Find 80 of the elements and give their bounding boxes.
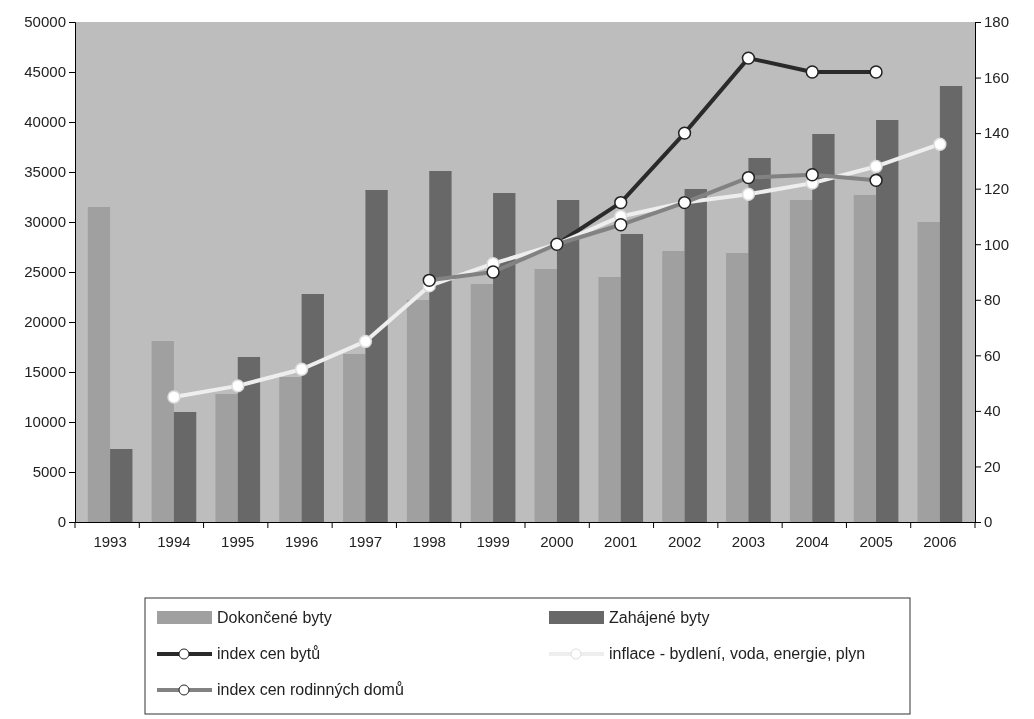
legend-label: inflace - bydlení, voda, energie, plyn [609, 645, 866, 662]
point [741, 187, 756, 201]
x-tick-label: 1995 [221, 532, 255, 550]
bar [853, 195, 877, 522]
bar [110, 449, 133, 522]
bar [343, 354, 366, 522]
y-tick-label: 25000 [24, 263, 66, 281]
bar [534, 269, 557, 522]
y2-tick-label: 160 [984, 68, 1010, 86]
y-tick-label: 35000 [24, 163, 66, 181]
x-tick-label: 1998 [412, 532, 446, 550]
bar [917, 222, 940, 522]
point [677, 126, 692, 140]
point [231, 379, 245, 393]
bar [556, 200, 580, 522]
x-tick-label: 2004 [795, 532, 829, 550]
x-tick-label: 2005 [859, 532, 893, 550]
bar [279, 377, 302, 522]
bar [620, 234, 644, 522]
y-tick-label: 20000 [24, 313, 66, 331]
y2-tick-label: 180 [984, 13, 1010, 31]
y-tick-label: 0 [57, 513, 66, 531]
point [358, 334, 373, 349]
bar [429, 171, 452, 522]
x-tick-label: 2003 [731, 532, 766, 550]
y-tick-label: 15000 [24, 363, 66, 381]
x-tick-label: 1999 [476, 532, 510, 550]
bar [406, 300, 430, 522]
point [294, 362, 309, 376]
bar [470, 284, 494, 522]
point [741, 51, 756, 65]
y-tick-label: 30000 [24, 213, 66, 231]
y-tick-label: 5000 [32, 463, 66, 481]
legend-label: index cen bytů [217, 645, 321, 662]
bar [301, 294, 324, 522]
y-tick-label: 40000 [24, 113, 66, 131]
point [805, 65, 819, 79]
bar [812, 134, 835, 522]
bar [493, 193, 516, 522]
bar [215, 394, 238, 522]
x-tick-label: 2001 [604, 532, 638, 550]
bar [151, 341, 174, 522]
y2-tick-label: 80 [984, 291, 1001, 309]
point [869, 65, 883, 79]
bar [87, 207, 111, 522]
y-tick-label: 50000 [24, 13, 66, 31]
x-tick-label: 2002 [667, 532, 702, 550]
y2-tick-label: 120 [984, 179, 1010, 197]
y2-tick-label: 20 [984, 457, 1001, 475]
y-tick-label: 10000 [24, 413, 66, 431]
bar [173, 412, 197, 522]
legend-label: Dokončené byty [217, 609, 332, 626]
x-tick-label: 1993 [93, 532, 127, 550]
y2-tick-label: 60 [984, 346, 1001, 364]
bar [789, 200, 813, 522]
point [933, 137, 947, 151]
x-tick-label: 2006 [923, 532, 957, 550]
bar [365, 190, 388, 522]
y2-tick-label: 0 [984, 513, 993, 531]
x-tick-label: 2000 [540, 532, 574, 550]
legend-label: index cen rodinných domů [217, 681, 404, 698]
point [167, 390, 181, 404]
bar [684, 189, 707, 522]
x-tick-label: 1994 [157, 532, 191, 550]
legend-label: Zahájené byty [609, 609, 710, 626]
x-tick-label: 1996 [284, 532, 319, 550]
point [869, 159, 883, 174]
bar [748, 158, 771, 522]
bar [876, 120, 899, 522]
y2-tick-label: 140 [984, 124, 1010, 142]
y-tick-label: 45000 [24, 63, 66, 81]
bar [662, 251, 685, 522]
bar [598, 277, 621, 522]
bar [237, 357, 261, 522]
bar [726, 253, 749, 522]
y2-tick-label: 100 [984, 235, 1010, 253]
point [614, 195, 628, 210]
x-tick-label: 1997 [348, 532, 383, 550]
bar [939, 86, 963, 522]
y2-tick-label: 40 [984, 402, 1001, 420]
